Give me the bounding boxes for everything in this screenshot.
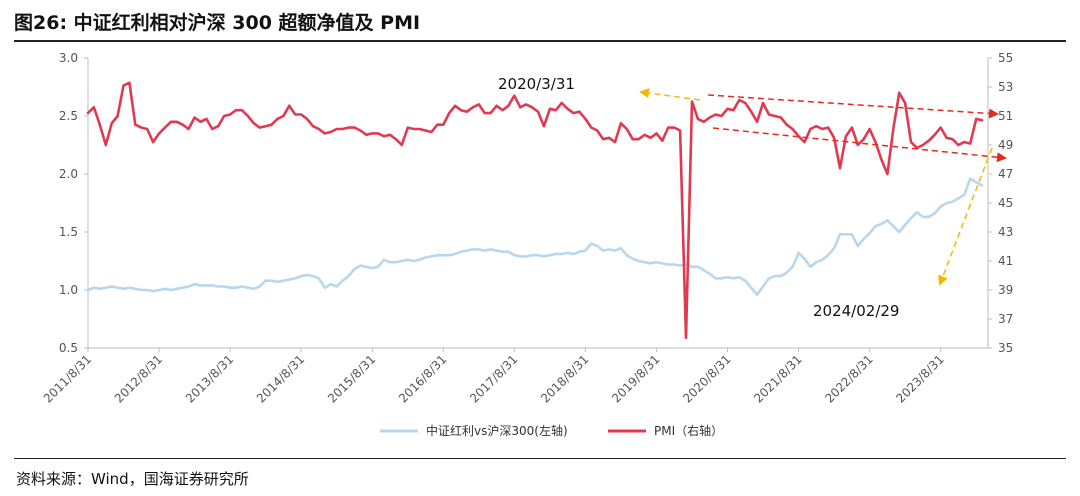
- x-tick-label: 2013/8/31: [183, 352, 236, 405]
- figure-title: 图26: 中证红利相对沪深 300 超额净值及 PMI: [14, 12, 421, 34]
- pmi-upper-trend-arrow: [707, 94, 999, 119]
- legend: 中证红利vs沪深300(左轴) PMI（右轴）: [380, 423, 723, 438]
- x-tick-label: 2011/8/31: [41, 352, 94, 405]
- y-left-tick-label: 2.5: [59, 109, 78, 123]
- x-tick-label: 2022/8/31: [822, 352, 875, 405]
- x-tick-label: 2018/8/31: [538, 352, 591, 405]
- y-right-tick-label: 51: [998, 109, 1013, 123]
- y-right-tick-label: 49: [998, 138, 1013, 152]
- dividend-projection-arrow: [938, 147, 993, 286]
- y-left-tick-label: 1.5: [59, 225, 78, 239]
- y-right-tick-label: 39: [998, 283, 1013, 297]
- chart-series: [86, 81, 984, 340]
- x-tick-label: 2019/8/31: [609, 352, 662, 405]
- y-right-tick-label: 41: [998, 254, 1013, 268]
- y-left-tick-label: 2.0: [59, 167, 78, 181]
- y-left-tick-label: 0.5: [59, 341, 78, 355]
- series-line-pmi: [86, 81, 984, 340]
- x-tick-label: 2016/8/31: [396, 352, 449, 405]
- y-right-tick-label: 35: [998, 341, 1013, 355]
- x-tick-label: 2015/8/31: [325, 352, 378, 405]
- x-tick-label: 2014/8/31: [254, 352, 307, 405]
- x-tick-label: 2023/8/31: [893, 352, 946, 405]
- y-right-tick-label: 43: [998, 225, 1013, 239]
- legend-label-pmi: PMI（右轴）: [654, 423, 723, 438]
- y-right-tick-label: 37: [998, 312, 1013, 326]
- trend-arrows: [639, 88, 1007, 286]
- x-tick-label: 2020/8/31: [680, 352, 733, 405]
- footer-divider: [14, 458, 1066, 459]
- series-line-dividend-vs-hs300: [86, 177, 984, 296]
- y-right-tick-label: 47: [998, 167, 1013, 181]
- x-tick-label: 2017/8/31: [467, 352, 520, 405]
- annotation-2024-02-29: 2024/02/29: [813, 302, 899, 320]
- y-right-tick-label: 55: [998, 51, 1013, 65]
- y-left-tick-label: 3.0: [59, 51, 78, 65]
- legend-label-dividend: 中证红利vs沪深300(左轴): [426, 423, 568, 438]
- pmi-lower-trend-arrow: [712, 127, 1007, 163]
- annotation-2020-3-31: 2020/3/31: [498, 75, 575, 93]
- y-left-tick-label: 1.0: [59, 283, 78, 297]
- title-divider: [14, 40, 1066, 42]
- y-right-tick-label: 53: [998, 80, 1013, 94]
- source-note: 资料来源：Wind，国海证券研究所: [16, 470, 249, 488]
- x-tick-label: 2012/8/31: [112, 352, 165, 405]
- x-tick-label: 2021/8/31: [751, 352, 804, 405]
- y-right-tick-label: 45: [998, 196, 1013, 210]
- pmi-left-trend-arrow: [639, 88, 701, 101]
